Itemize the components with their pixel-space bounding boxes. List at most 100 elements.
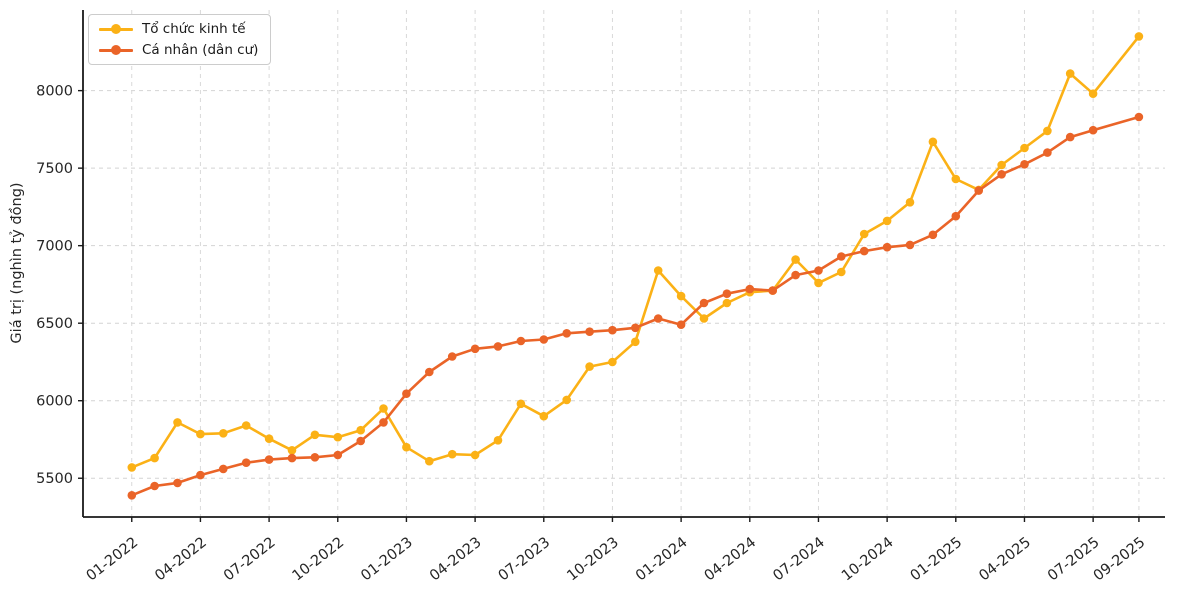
data-point bbox=[402, 389, 411, 399]
data-point bbox=[631, 323, 640, 333]
x-tick-label: 10-2023 bbox=[564, 535, 622, 585]
data-point bbox=[837, 267, 846, 277]
data-point bbox=[264, 455, 274, 464]
data-point bbox=[768, 286, 777, 295]
data-point bbox=[1065, 132, 1075, 142]
data-point bbox=[699, 314, 709, 323]
data-point bbox=[997, 160, 1006, 170]
data-point bbox=[814, 278, 823, 288]
data-point bbox=[905, 198, 915, 207]
x-tick-label: 07-2024 bbox=[770, 535, 828, 585]
data-point bbox=[150, 481, 159, 491]
data-point bbox=[333, 450, 343, 460]
y-axis-title: Giá trị (nghìn tỷ đồng) bbox=[9, 182, 25, 344]
data-point bbox=[608, 325, 617, 335]
data-point bbox=[791, 270, 800, 280]
data-point bbox=[1043, 126, 1052, 136]
data-point bbox=[127, 463, 137, 472]
legend-item-to-chuc-kinh-te: Tổ chức kinh tế bbox=[99, 21, 258, 37]
data-point bbox=[1134, 32, 1144, 41]
data-point bbox=[1020, 143, 1029, 153]
data-point bbox=[997, 170, 1006, 179]
data-point bbox=[196, 470, 205, 480]
data-point bbox=[150, 453, 159, 463]
x-tick-label: 04-2022 bbox=[152, 535, 210, 585]
data-point bbox=[379, 418, 388, 427]
data-point bbox=[447, 352, 457, 361]
data-point bbox=[1088, 89, 1098, 98]
data-point bbox=[539, 411, 549, 421]
x-tick-label: 07-2022 bbox=[221, 535, 279, 585]
data-point bbox=[928, 230, 938, 240]
data-point bbox=[493, 342, 503, 351]
data-point bbox=[333, 432, 343, 442]
data-point bbox=[287, 446, 297, 455]
data-point bbox=[859, 229, 869, 239]
data-point bbox=[470, 344, 480, 354]
x-tick-label: 07-2023 bbox=[496, 535, 554, 585]
data-point bbox=[608, 357, 617, 367]
data-point bbox=[745, 284, 755, 294]
y-tick-label: 6000 bbox=[36, 394, 73, 410]
data-point bbox=[814, 266, 823, 275]
data-point bbox=[882, 242, 892, 252]
data-point bbox=[951, 174, 961, 184]
data-point bbox=[425, 367, 434, 377]
data-point bbox=[241, 458, 251, 468]
data-point bbox=[791, 255, 800, 264]
data-point bbox=[1043, 148, 1052, 157]
data-point bbox=[653, 266, 663, 275]
y-tick-label: 8000 bbox=[36, 84, 73, 100]
x-tick-label: 04-2023 bbox=[427, 535, 485, 585]
data-point bbox=[470, 450, 480, 460]
data-point bbox=[310, 430, 320, 440]
series-line-1 bbox=[130, 115, 1141, 497]
data-point bbox=[310, 453, 320, 462]
data-point bbox=[287, 453, 297, 463]
data-point bbox=[837, 252, 846, 261]
x-tick-label: 09-2025 bbox=[1091, 535, 1149, 585]
data-point bbox=[1088, 125, 1098, 135]
legend-label: Cá nhân (dân cư) bbox=[142, 42, 259, 59]
data-point bbox=[1134, 112, 1144, 122]
y-tick-label: 5500 bbox=[36, 471, 73, 487]
y-tick-label: 7000 bbox=[36, 239, 73, 255]
data-point bbox=[722, 298, 732, 308]
data-point bbox=[676, 320, 686, 330]
data-point bbox=[356, 436, 366, 446]
x-tick-label: 01-2023 bbox=[358, 535, 416, 585]
data-point bbox=[882, 216, 892, 226]
data-point bbox=[173, 418, 182, 427]
data-point bbox=[562, 329, 571, 338]
data-point bbox=[585, 327, 594, 337]
data-point bbox=[379, 404, 388, 413]
data-point bbox=[264, 434, 274, 444]
data-point bbox=[241, 421, 251, 430]
data-point bbox=[447, 449, 457, 459]
data-point bbox=[905, 240, 915, 250]
x-tick-label: 04-2024 bbox=[702, 535, 760, 585]
data-point bbox=[859, 246, 869, 256]
data-point bbox=[562, 395, 571, 405]
data-point bbox=[1020, 160, 1029, 169]
x-tick-label: 01-2024 bbox=[633, 535, 691, 585]
y-tick-label: 6500 bbox=[36, 316, 73, 332]
y-tick-label: 7500 bbox=[36, 161, 73, 177]
legend-marker-icon bbox=[99, 24, 133, 35]
legend-item-ca-nhan-dan-cu: Cá nhân (dân cư) bbox=[99, 42, 258, 58]
data-point bbox=[356, 425, 366, 435]
legend-label: Tổ chức kinh tế bbox=[142, 21, 246, 37]
data-point bbox=[196, 429, 205, 439]
x-tick-label: 01-2022 bbox=[84, 535, 142, 585]
data-point bbox=[516, 336, 526, 346]
data-point bbox=[516, 399, 526, 409]
data-point bbox=[631, 337, 640, 347]
data-point bbox=[1065, 69, 1075, 78]
data-point bbox=[539, 335, 549, 344]
data-point bbox=[951, 211, 961, 221]
data-point bbox=[676, 291, 686, 301]
data-point bbox=[173, 478, 182, 488]
data-point bbox=[653, 314, 663, 323]
